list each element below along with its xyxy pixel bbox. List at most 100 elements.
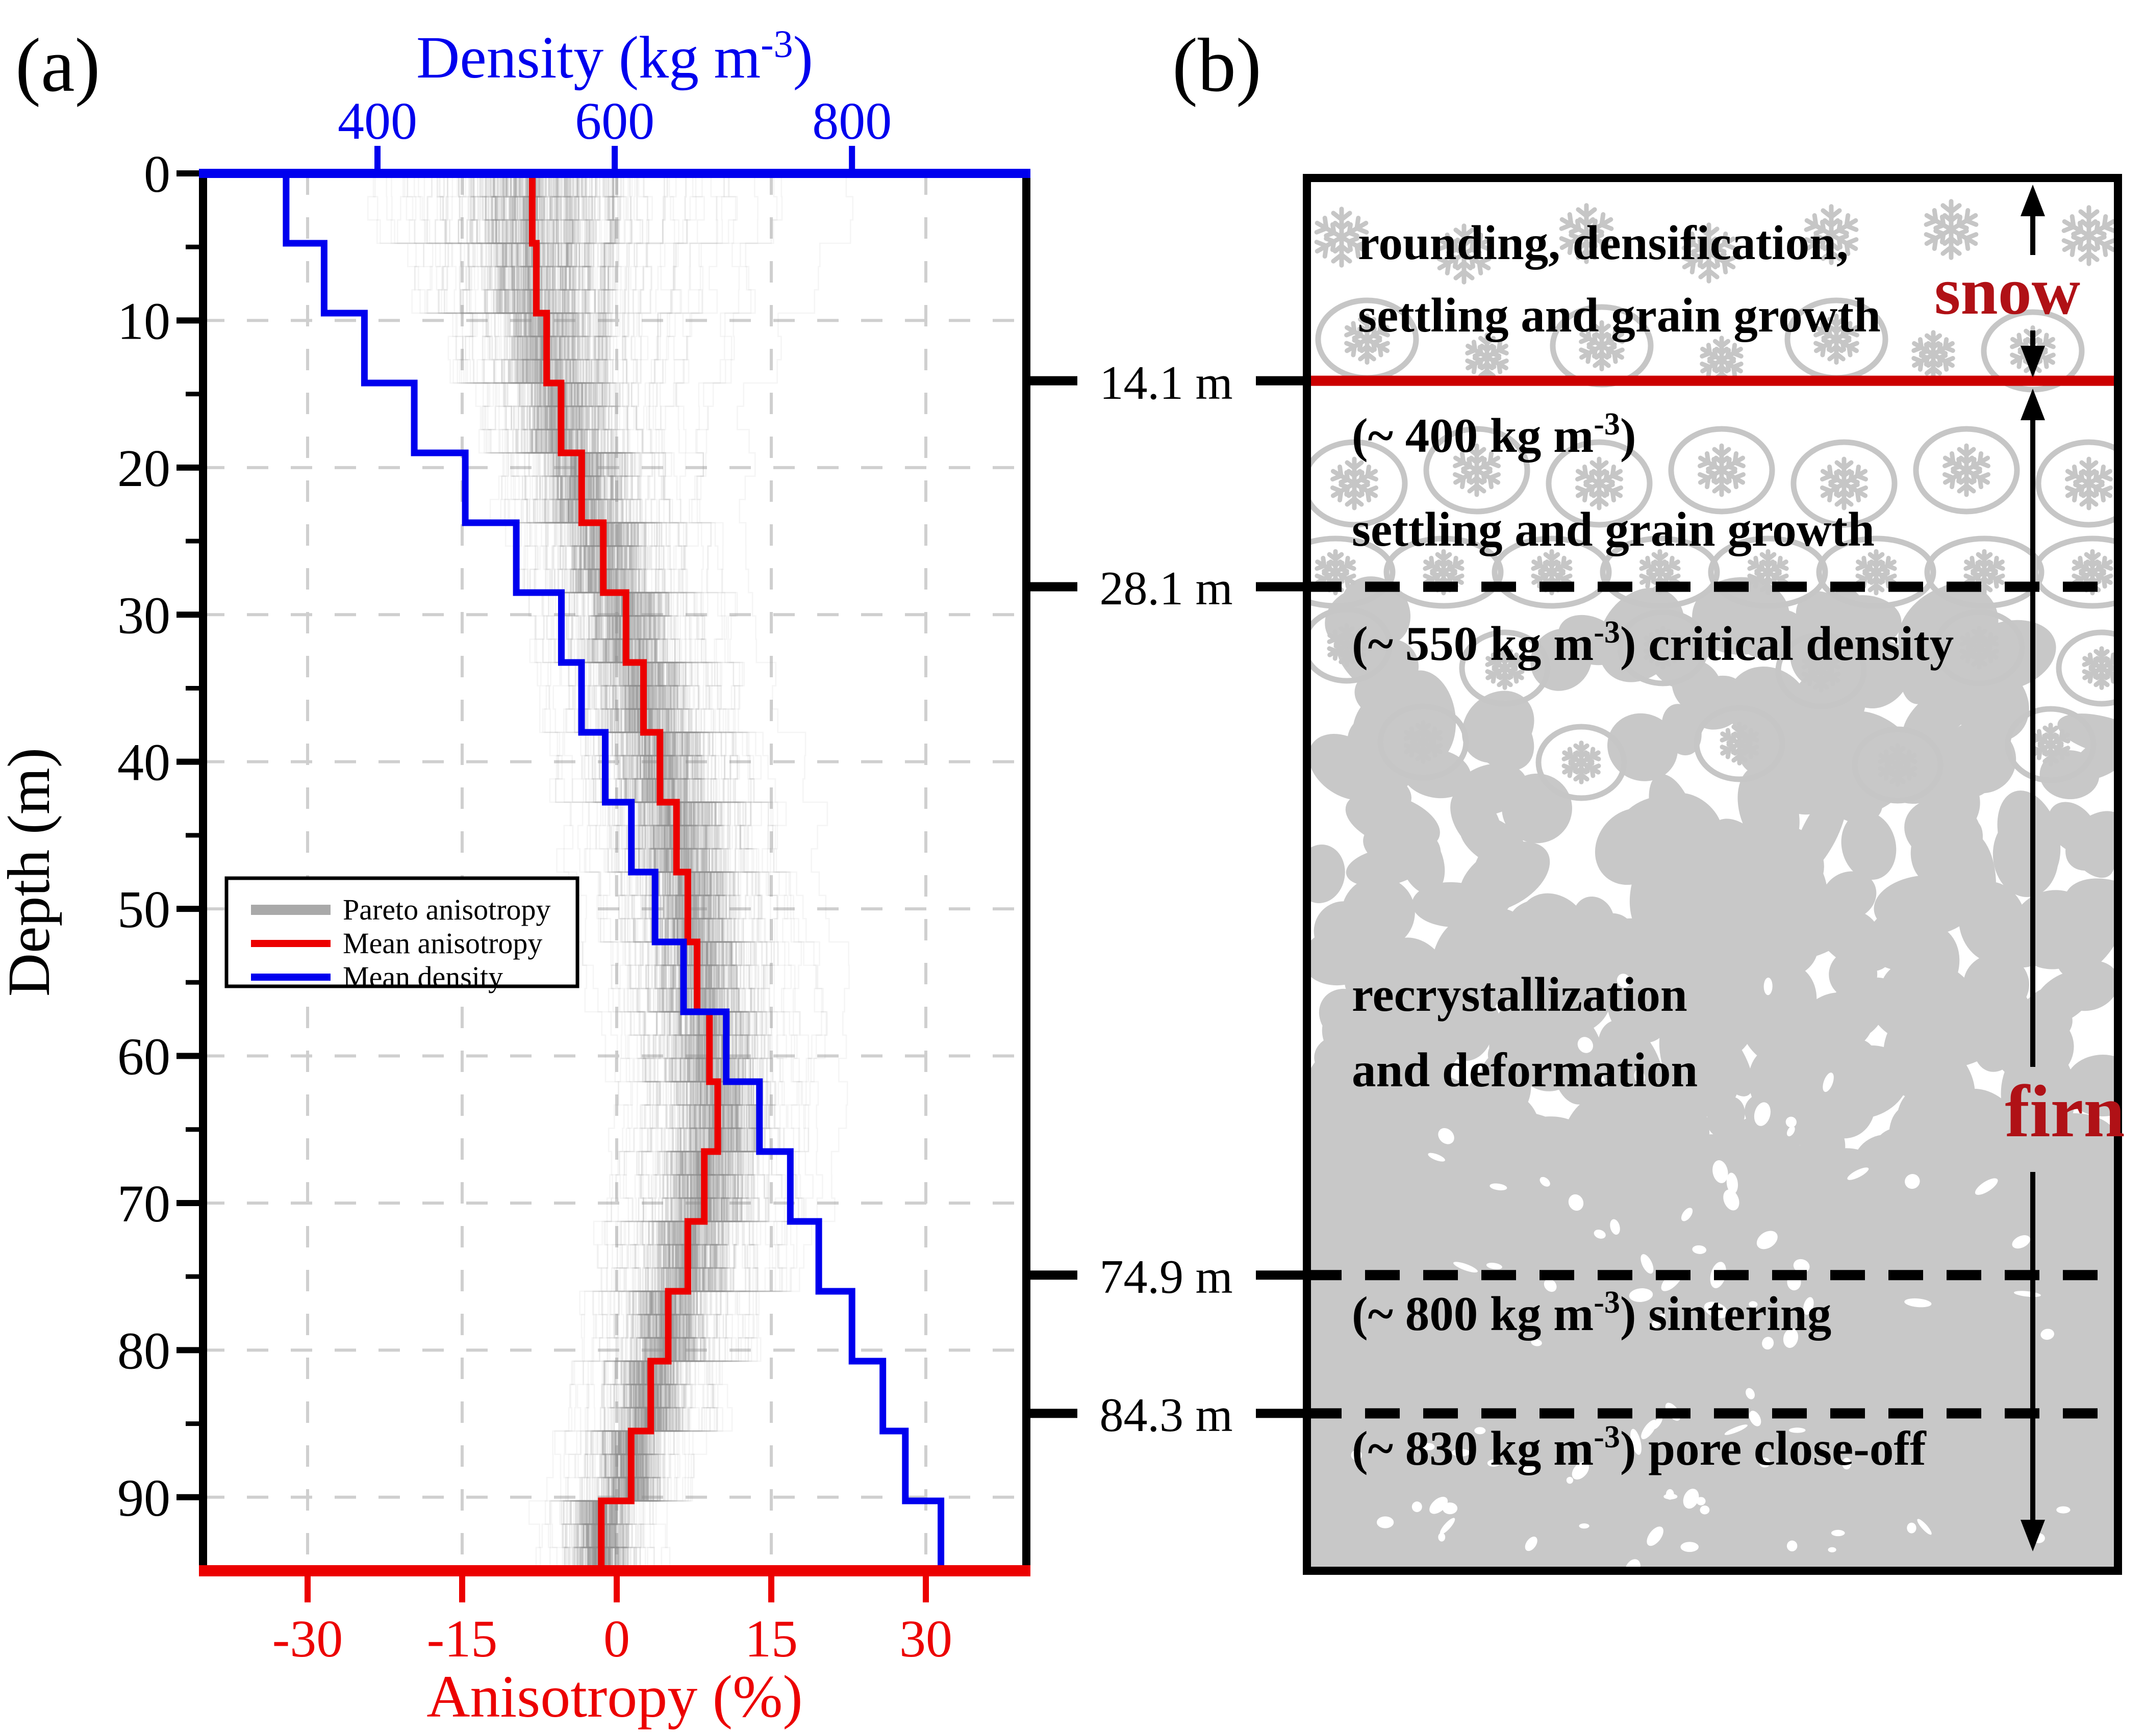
- grain-blob: [1897, 1082, 1969, 1156]
- pore-fleck: [1907, 1522, 1916, 1534]
- pore-fleck: [1577, 1037, 1594, 1053]
- pore-fleck: [1783, 1328, 1799, 1348]
- pareto-line: [596, 173, 769, 1571]
- grain-blob: [1828, 607, 1884, 670]
- pareto-line: [503, 173, 708, 1571]
- pareto-line: [501, 173, 701, 1571]
- pore-fleck: [1647, 1526, 1663, 1546]
- pore-fleck: [1756, 1231, 1778, 1249]
- pore-fleck: [1630, 1428, 1642, 1455]
- grain-blob: [1692, 577, 1789, 655]
- pareto-line: [493, 173, 696, 1571]
- pore-fleck: [1704, 1301, 1728, 1318]
- pore-fleck: [1423, 1443, 1435, 1450]
- pareto-line: [599, 173, 754, 1571]
- depth-marker-labels: 14.1 m 28.1 m 74.9 m 84.3 m: [1099, 356, 1232, 1442]
- pareto-line: [612, 173, 786, 1571]
- zone-critical-density: (~ 550 kg m-3) critical density: [1352, 615, 1954, 671]
- grain-blob: [1796, 591, 1842, 637]
- firn-texture: [1311, 182, 2114, 1605]
- depth-tick-label: 30: [117, 586, 170, 645]
- pore-fleck: [1625, 1559, 1641, 1567]
- pareto-line: [553, 173, 738, 1571]
- pore-fleck: [1610, 1219, 1620, 1235]
- pareto-line: [601, 173, 760, 1571]
- pore-fleck: [1917, 1519, 1932, 1535]
- grain-blob: [1841, 811, 1897, 880]
- arrowhead-icon: [2021, 346, 2045, 377]
- pore-fleck: [1828, 1547, 1836, 1552]
- pore-fleck: [1539, 1586, 1556, 1605]
- pareto-line: [539, 173, 722, 1571]
- pore-fleck: [1700, 1505, 1710, 1515]
- arrowhead-icon: [2021, 185, 2045, 216]
- pareto-line: [511, 173, 708, 1571]
- pareto-anisotropy-cloud: [367, 173, 854, 1571]
- pareto-line: [617, 173, 758, 1571]
- pareto-line: [367, 173, 619, 1571]
- depth-tick-label: 40: [117, 733, 170, 792]
- pareto-line: [482, 173, 690, 1571]
- pore-fleck: [1681, 1208, 1693, 1221]
- pore-fleck: [1847, 1167, 1869, 1180]
- pareto-line: [594, 173, 741, 1571]
- pareto-line: [506, 173, 701, 1571]
- pareto-line: [407, 173, 651, 1571]
- grain-ellipse-icon: [2035, 439, 2114, 528]
- pareto-line: [633, 173, 781, 1571]
- grain-blob: [1696, 969, 1762, 1024]
- marker-14-1: 14.1 m: [1099, 356, 1232, 410]
- pareto-line: [637, 173, 780, 1571]
- axes: 400 600 800 -30 -15 0 15 30 0 10 20 30 40 50 60 70 80 90: [117, 92, 1030, 1668]
- pareto-line: [661, 173, 827, 1571]
- pore-fleck: [1521, 1464, 1538, 1475]
- depth-tick-label: 80: [117, 1321, 170, 1380]
- pareto-line: [552, 173, 739, 1571]
- pareto-line: [581, 173, 772, 1571]
- pareto-line: [587, 173, 759, 1571]
- pareto-line: [426, 173, 658, 1571]
- pareto-line: [564, 173, 742, 1571]
- grain-blob: [2007, 1089, 2064, 1146]
- pareto-line: [594, 173, 748, 1571]
- pore-fleck: [1568, 1194, 1584, 1211]
- grain-blob: [1733, 1168, 1787, 1233]
- pore-fleck: [1763, 977, 1773, 995]
- grain-ellipse-icon: [1775, 632, 1867, 709]
- pore-fleck: [1531, 1339, 1542, 1346]
- pareto-line: [390, 173, 654, 1571]
- pareto-line: [639, 173, 824, 1571]
- grain-ellipse-icon: [1311, 439, 1408, 528]
- grain-blob: [1800, 992, 1874, 1054]
- density-tick-label: 400: [338, 92, 417, 150]
- pore-fleck: [1786, 1126, 1795, 1137]
- anisotropy-tick-label: 15: [745, 1610, 798, 1668]
- pareto-line: [593, 173, 755, 1571]
- pareto-line: [570, 173, 745, 1571]
- pore-fleck: [1487, 1459, 1500, 1467]
- pareto-line: [632, 173, 788, 1571]
- pore-fleck: [1905, 1173, 1920, 1189]
- legend-box: [224, 876, 579, 988]
- pareto-line: [595, 173, 755, 1571]
- grain-blob: [1341, 876, 1415, 950]
- pareto-line: [593, 173, 760, 1571]
- pareto-line: [572, 173, 739, 1571]
- pareto-line: [493, 173, 701, 1571]
- pareto-line: [547, 173, 727, 1571]
- grain-blob: [1659, 1011, 1720, 1106]
- pore-fleck: [1440, 1518, 1455, 1535]
- pareto-line: [566, 173, 736, 1571]
- zone-recrystallization-line1: recrystallization: [1352, 967, 1687, 1022]
- grain-blob: [2032, 971, 2094, 1025]
- legend-label-mean-density: Mean density: [343, 960, 503, 993]
- pareto-line: [601, 173, 760, 1571]
- pore-fleck: [1683, 1489, 1699, 1509]
- density-axis-title: Density (kg m-3): [416, 23, 813, 91]
- pore-fleck: [1762, 1337, 1774, 1350]
- pareto-line: [510, 173, 694, 1571]
- pore-fleck: [1474, 1427, 1486, 1435]
- pore-fleck: [1803, 1297, 1814, 1315]
- pore-fleck: [1663, 1494, 1678, 1499]
- grain-blob: [1429, 957, 1502, 1013]
